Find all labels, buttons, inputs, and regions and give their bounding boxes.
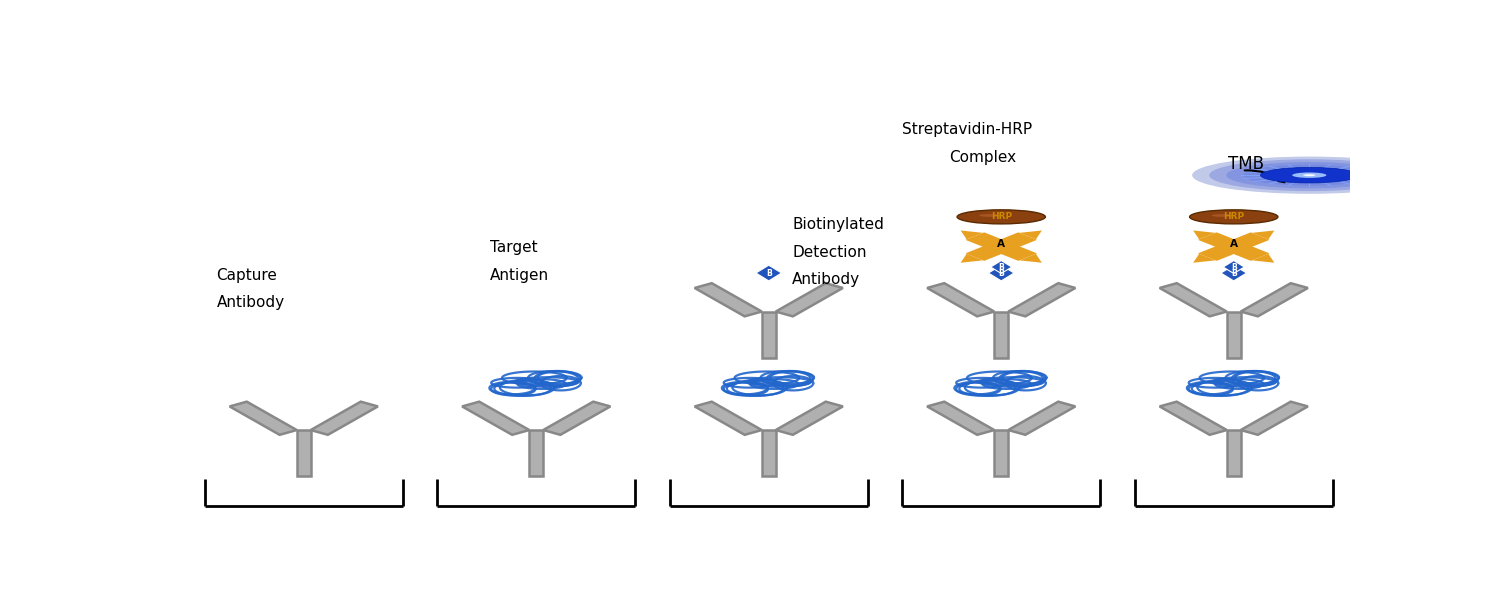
Text: Antibody: Antibody	[792, 272, 859, 287]
Text: TMB: TMB	[1228, 155, 1264, 173]
Text: B: B	[1232, 269, 1236, 278]
Text: Complex: Complex	[950, 150, 1016, 165]
Text: Antigen: Antigen	[489, 268, 549, 283]
Text: Biotinylated: Biotinylated	[792, 217, 883, 232]
Polygon shape	[1160, 401, 1227, 435]
Polygon shape	[694, 401, 762, 435]
Polygon shape	[960, 230, 982, 239]
Polygon shape	[1221, 265, 1246, 281]
Text: HRP: HRP	[1222, 212, 1245, 221]
Polygon shape	[960, 254, 982, 263]
Ellipse shape	[1260, 167, 1358, 183]
Polygon shape	[966, 232, 1011, 250]
Polygon shape	[1252, 230, 1275, 239]
Polygon shape	[776, 401, 843, 435]
Polygon shape	[310, 401, 378, 435]
Text: Streptavidin-HRP: Streptavidin-HRP	[903, 122, 1032, 137]
Text: A: A	[1230, 239, 1238, 249]
Bar	[297, 430, 310, 476]
Text: HRP: HRP	[990, 212, 1012, 221]
Polygon shape	[1240, 401, 1308, 435]
Text: B: B	[1232, 263, 1236, 272]
Polygon shape	[1198, 232, 1243, 250]
Polygon shape	[966, 243, 1011, 261]
Polygon shape	[1008, 401, 1076, 435]
Polygon shape	[1192, 254, 1215, 263]
Polygon shape	[992, 232, 1036, 250]
Polygon shape	[543, 401, 610, 435]
Text: Detection: Detection	[792, 245, 867, 260]
Bar	[994, 430, 1008, 476]
Ellipse shape	[1244, 164, 1376, 185]
Polygon shape	[992, 243, 1036, 261]
Ellipse shape	[1304, 174, 1316, 176]
Text: B: B	[999, 263, 1004, 272]
Polygon shape	[1240, 283, 1308, 316]
Ellipse shape	[1209, 159, 1410, 191]
Polygon shape	[1198, 243, 1243, 261]
Bar	[762, 311, 776, 358]
Bar	[994, 311, 1008, 358]
Ellipse shape	[957, 210, 1046, 224]
Polygon shape	[1160, 283, 1227, 316]
Polygon shape	[1008, 283, 1076, 316]
Polygon shape	[927, 401, 994, 435]
Polygon shape	[694, 283, 762, 316]
Bar	[530, 430, 543, 476]
Polygon shape	[1252, 254, 1275, 263]
Text: Capture: Capture	[216, 268, 278, 283]
Text: Antibody: Antibody	[216, 295, 285, 311]
Polygon shape	[1020, 230, 1042, 239]
Polygon shape	[1222, 260, 1245, 274]
Ellipse shape	[980, 214, 1002, 217]
Polygon shape	[1224, 243, 1269, 261]
Polygon shape	[776, 283, 843, 316]
Text: B: B	[999, 269, 1004, 278]
Ellipse shape	[1227, 162, 1392, 188]
Polygon shape	[927, 283, 994, 316]
Bar	[762, 430, 776, 476]
Bar	[1227, 430, 1240, 476]
Polygon shape	[990, 260, 1012, 274]
Polygon shape	[1020, 254, 1042, 263]
Ellipse shape	[1292, 172, 1326, 178]
Polygon shape	[1192, 230, 1215, 239]
Polygon shape	[1224, 232, 1269, 250]
Text: Target: Target	[489, 240, 537, 255]
Text: B: B	[766, 269, 771, 278]
Ellipse shape	[1192, 157, 1426, 194]
Polygon shape	[230, 401, 297, 435]
Polygon shape	[756, 265, 782, 281]
Ellipse shape	[1260, 167, 1358, 183]
Bar	[1227, 311, 1240, 358]
Ellipse shape	[1212, 214, 1234, 217]
Text: A: A	[998, 239, 1005, 249]
Polygon shape	[988, 265, 1014, 281]
Ellipse shape	[1190, 210, 1278, 224]
Polygon shape	[462, 401, 530, 435]
